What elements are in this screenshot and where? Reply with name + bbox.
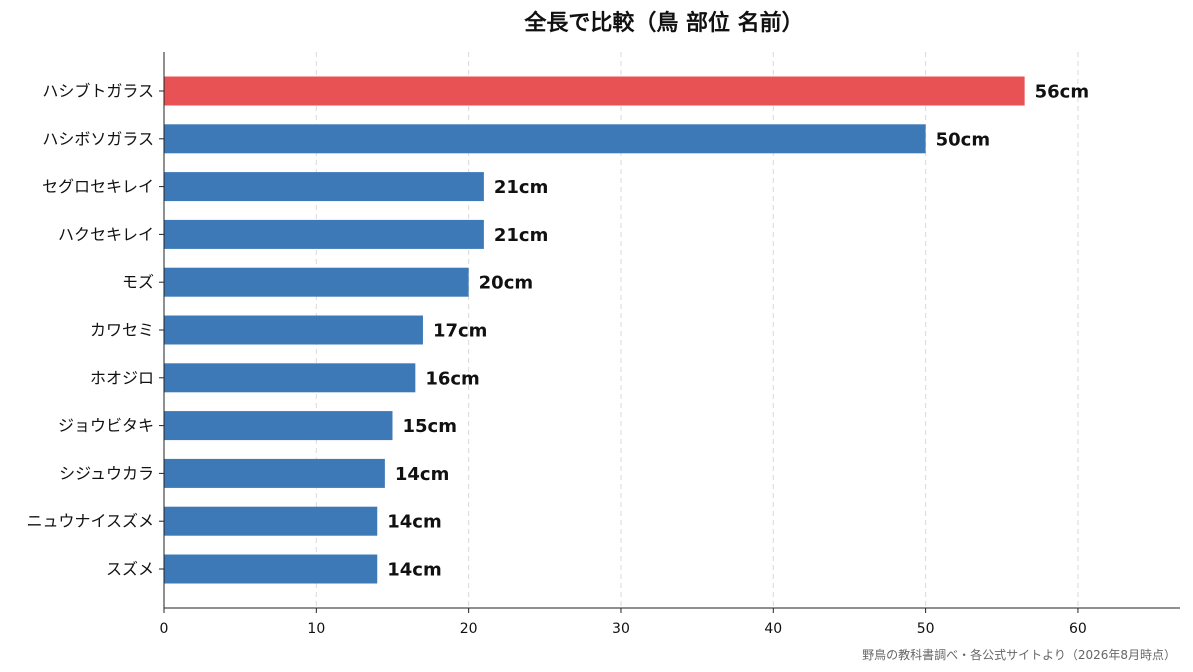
bar bbox=[164, 315, 423, 345]
data-label: 16cm bbox=[425, 368, 479, 389]
data-label: 14cm bbox=[387, 512, 441, 533]
x-tick-label: 20 bbox=[460, 621, 478, 637]
bar bbox=[164, 554, 378, 584]
bar bbox=[164, 411, 393, 441]
data-label: 20cm bbox=[479, 273, 533, 294]
bar bbox=[164, 458, 385, 488]
data-labels: 56cm 50cm 21cm 21cm 20cm 17cm 16cm 15cm 14cm 14cm… bbox=[387, 82, 1089, 581]
bar bbox=[164, 124, 926, 154]
bar bbox=[164, 267, 469, 297]
category-label: シジュウカラ bbox=[59, 464, 154, 483]
category-label: ホオジロ bbox=[90, 368, 154, 387]
data-label: 14cm bbox=[387, 560, 441, 581]
data-label: 15cm bbox=[402, 416, 456, 437]
category-label: ハシブトガラス bbox=[42, 82, 154, 101]
category-label: ニュウナイスズメ bbox=[26, 512, 154, 531]
data-label: 14cm bbox=[395, 464, 449, 485]
data-label: 21cm bbox=[494, 225, 548, 246]
category-label: スズメ bbox=[106, 560, 154, 579]
bar bbox=[164, 363, 416, 393]
chart-title: 全長で比較（鳥 部位 名前） bbox=[523, 10, 803, 36]
x-tick-label: 40 bbox=[764, 621, 782, 637]
category-labels: ハシブトガラスハシボソガラスセグロセキレイハクセキレイモズカワセミホオジロジョウ… bbox=[26, 82, 164, 579]
x-axis-ticks: 0 10 20 30 40 50 60 bbox=[160, 608, 1087, 637]
x-tick-label: 0 bbox=[160, 621, 169, 637]
x-tick-label: 50 bbox=[917, 621, 935, 637]
source-note: 野鳥の教科書調べ・各公式サイトより（2026年8月時点） bbox=[862, 647, 1176, 662]
category-label: ハシボソガラス bbox=[42, 129, 154, 148]
bars bbox=[164, 76, 1025, 584]
bar bbox=[164, 76, 1025, 106]
bar bbox=[164, 506, 378, 536]
category-label: モズ bbox=[122, 273, 154, 292]
x-tick-label: 30 bbox=[612, 621, 630, 637]
data-label: 21cm bbox=[494, 177, 548, 198]
category-label: ハクセキレイ bbox=[58, 225, 154, 244]
bar bbox=[164, 219, 484, 249]
category-label: セグロセキレイ bbox=[42, 177, 154, 196]
bar bbox=[164, 172, 484, 202]
data-label: 56cm bbox=[1035, 82, 1089, 103]
data-label: 50cm bbox=[936, 129, 990, 150]
category-label: ジョウビタキ bbox=[58, 416, 154, 435]
category-label: カワセミ bbox=[90, 321, 154, 340]
x-tick-label: 10 bbox=[307, 621, 325, 637]
x-tick-label: 60 bbox=[1069, 621, 1087, 637]
data-label: 17cm bbox=[433, 321, 487, 342]
